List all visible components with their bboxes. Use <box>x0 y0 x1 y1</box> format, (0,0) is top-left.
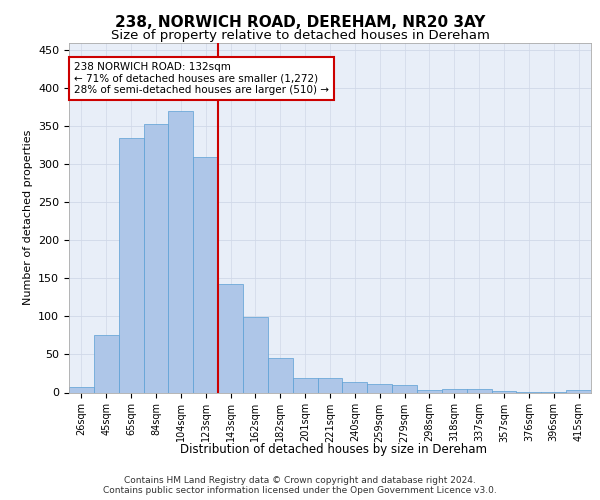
Bar <box>243 317 268 392</box>
Y-axis label: Number of detached properties: Number of detached properties <box>23 130 32 305</box>
Bar <box>467 388 491 392</box>
Bar <box>69 387 94 392</box>
Bar <box>193 156 218 392</box>
Text: Contains HM Land Registry data © Crown copyright and database right 2024.
Contai: Contains HM Land Registry data © Crown c… <box>103 476 497 495</box>
Bar <box>367 384 392 392</box>
Bar <box>169 111 193 392</box>
Bar <box>268 358 293 392</box>
Bar <box>218 284 243 393</box>
Bar <box>392 385 417 392</box>
Bar <box>566 390 591 392</box>
Text: Distribution of detached houses by size in Dereham: Distribution of detached houses by size … <box>179 442 487 456</box>
Bar <box>293 378 317 392</box>
Bar <box>442 388 467 392</box>
Bar <box>317 378 343 392</box>
Bar <box>343 382 367 392</box>
Text: 238 NORWICH ROAD: 132sqm
← 71% of detached houses are smaller (1,272)
28% of sem: 238 NORWICH ROAD: 132sqm ← 71% of detach… <box>74 62 329 95</box>
Text: 238, NORWICH ROAD, DEREHAM, NR20 3AY: 238, NORWICH ROAD, DEREHAM, NR20 3AY <box>115 15 485 30</box>
Bar <box>417 390 442 392</box>
Bar <box>143 124 169 392</box>
Bar <box>119 138 143 392</box>
Bar <box>94 336 119 392</box>
Text: Size of property relative to detached houses in Dereham: Size of property relative to detached ho… <box>110 29 490 42</box>
Bar <box>491 391 517 392</box>
